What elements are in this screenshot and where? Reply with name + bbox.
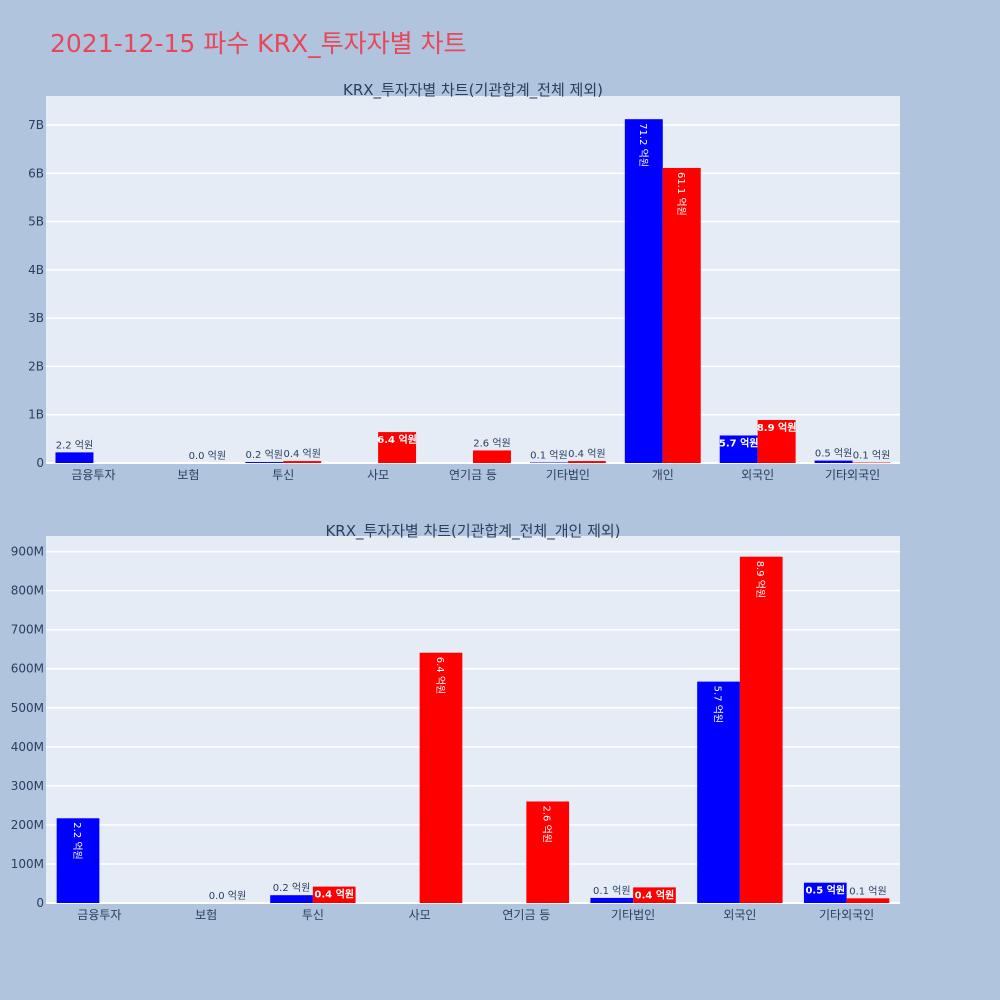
data-label: 2.2 억원 xyxy=(71,822,83,859)
x-tick-label: 투신 xyxy=(302,908,324,922)
x-tick-label: 개인 xyxy=(652,468,674,482)
x-tick-label: 사모 xyxy=(409,908,431,922)
data-label: 0.4 억원 xyxy=(283,448,320,460)
data-label: 6.4 억원 xyxy=(434,657,446,694)
data-label: 0.4 억원 xyxy=(568,448,605,460)
bar xyxy=(624,119,663,463)
bar xyxy=(283,461,322,463)
data-label: 0.2 억원 xyxy=(246,449,283,461)
data-label: 0.0 억원 xyxy=(189,450,226,462)
bar xyxy=(719,435,758,463)
data-label: 0.1 억원 xyxy=(849,885,886,897)
bar xyxy=(312,886,356,903)
data-label: 5.7 억원 xyxy=(719,436,759,449)
bar xyxy=(567,461,606,463)
chart-title: KRX_투자자별 차트(기관합계_전체_개인 제외) xyxy=(325,522,620,541)
page-title: 2021-12-15 파수 KRX_투자자별 차트 xyxy=(50,29,467,58)
data-label: 61.1 억원 xyxy=(675,172,687,216)
data-label: 5.7 억원 xyxy=(712,686,724,723)
data-label: 2.2 억원 xyxy=(56,439,93,451)
bar xyxy=(803,882,847,903)
y-tick-label: 100M xyxy=(11,857,44,871)
bar xyxy=(419,652,463,903)
y-tick-label: 800M xyxy=(11,584,44,598)
bar xyxy=(473,450,511,463)
bar xyxy=(662,167,701,464)
data-label: 0.4 억원 xyxy=(635,888,675,901)
y-tick-label: 4B xyxy=(28,263,44,277)
x-tick-label: 연기금 등 xyxy=(449,468,497,482)
data-label: 2.6 억원 xyxy=(541,805,553,842)
data-label: 0.1 억원 xyxy=(593,885,630,897)
y-tick-label: 7B xyxy=(28,118,44,132)
data-label: 71.2 억원 xyxy=(637,123,649,167)
bar xyxy=(697,681,740,903)
bar xyxy=(55,452,94,463)
y-tick-label: 600M xyxy=(11,662,44,676)
bar xyxy=(814,460,853,463)
x-tick-label: 보험 xyxy=(195,908,217,922)
data-label: 6.4 억원 xyxy=(377,433,417,446)
y-tick-label: 0 xyxy=(36,896,44,910)
bar xyxy=(56,818,100,903)
data-label: 0.1 억원 xyxy=(530,450,567,462)
chart-top: KRX_투자자별 차트(기관합계_전체 제외) 0 1B 2B 3B 4B 5B 6B 7B 금융… xyxy=(28,81,900,482)
data-label: 2.6 억원 xyxy=(473,437,510,449)
bar xyxy=(590,897,634,903)
y-tick-label: 400M xyxy=(11,740,44,754)
data-label: 0.1 억원 xyxy=(853,450,890,462)
y-tick-label: 700M xyxy=(11,623,44,637)
bar xyxy=(526,801,570,903)
bar xyxy=(757,420,796,463)
plot-area xyxy=(46,96,900,463)
data-label: 0.2 억원 xyxy=(273,882,310,894)
y-tick-label: 0 xyxy=(36,456,44,470)
bar xyxy=(846,898,890,903)
x-tick-label: 기타외국인 xyxy=(825,468,880,482)
chart-bottom: KRX_투자자별 차트(기관합계_전체_개인 제외) 0 100M 200M 300M 4… xyxy=(11,522,900,922)
y-tick-label: 6B xyxy=(28,166,44,180)
y-tick-label: 500M xyxy=(11,701,44,715)
y-tick-label: 1B xyxy=(28,408,44,422)
y-tick-label: 900M xyxy=(11,545,44,559)
x-tick-label: 금융투자 xyxy=(77,908,121,922)
data-label: 8.9 억원 xyxy=(757,421,797,434)
x-tick-label: 기타외국인 xyxy=(819,908,874,922)
x-tick-label: 기타법인 xyxy=(611,908,655,922)
bar xyxy=(378,432,417,463)
chart-title: KRX_투자자별 차트(기관합계_전체 제외) xyxy=(343,81,603,100)
y-tick-label: 5B xyxy=(28,215,44,229)
x-tick-label: 금융투자 xyxy=(71,468,115,482)
bar xyxy=(633,887,676,903)
y-tick-label: 2B xyxy=(28,359,44,373)
y-tick-label: 3B xyxy=(28,311,44,325)
y-tick-label: 200M xyxy=(11,818,44,832)
y-tick-label: 300M xyxy=(11,779,44,793)
x-tick-label: 투신 xyxy=(272,468,294,482)
data-label: 0.4 억원 xyxy=(314,888,354,901)
x-tick-label: 보험 xyxy=(177,468,199,482)
x-tick-label: 사모 xyxy=(367,468,389,482)
x-tick-label: 연기금 등 xyxy=(502,908,550,922)
data-label: 8.9 억원 xyxy=(754,561,766,598)
data-label: 0.0 억원 xyxy=(209,890,246,902)
bar xyxy=(270,895,313,903)
data-label: 0.5 억원 xyxy=(805,884,845,897)
x-tick-label: 기타법인 xyxy=(546,468,590,482)
x-tick-label: 외국인 xyxy=(723,908,756,922)
x-tick-label: 외국인 xyxy=(741,468,774,482)
bar xyxy=(739,556,783,903)
bar xyxy=(245,462,284,463)
data-label: 0.5 억원 xyxy=(815,448,852,460)
